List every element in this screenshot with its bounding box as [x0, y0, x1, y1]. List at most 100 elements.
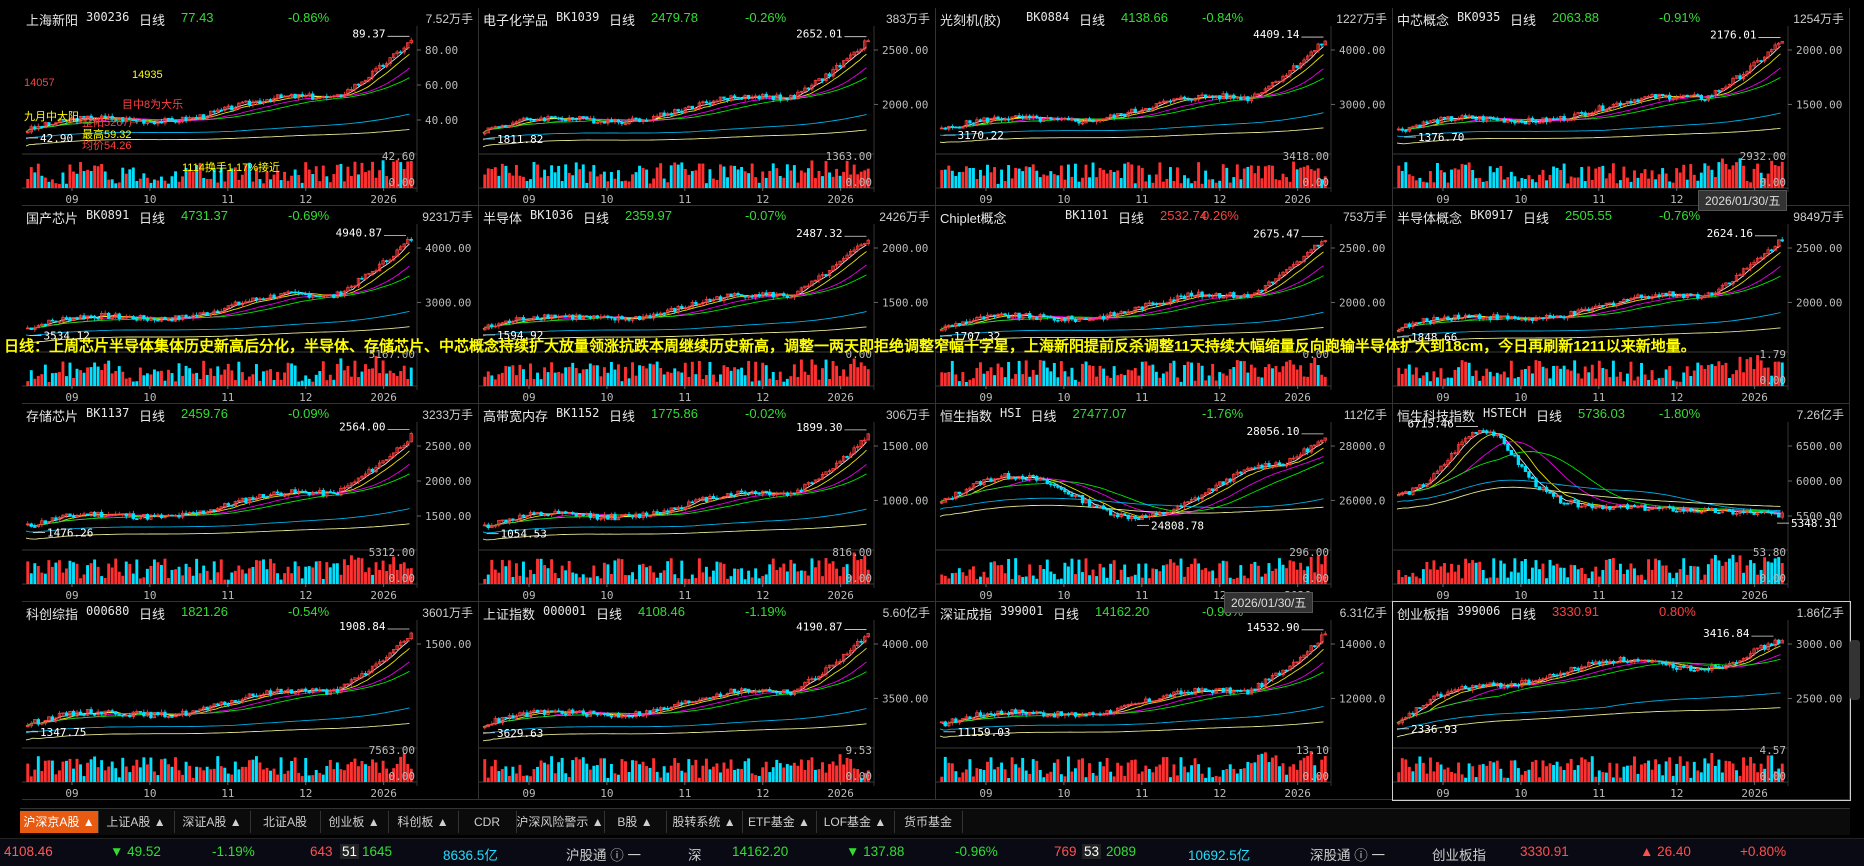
- volume-bar: [1675, 381, 1678, 386]
- volume-bar: [1584, 181, 1587, 188]
- security-name[interactable]: 国产芯片: [26, 208, 78, 227]
- volume-bar: [1626, 766, 1629, 782]
- volume-bar: [1496, 761, 1499, 782]
- market-tab[interactable]: B股 ▲: [604, 811, 667, 833]
- market-tab[interactable]: CDR: [458, 811, 517, 833]
- security-name[interactable]: 恒生科技指数: [1397, 406, 1475, 425]
- volume-bar: [178, 363, 181, 386]
- volume-bar: [248, 377, 251, 386]
- volume-bar: [1689, 164, 1692, 188]
- security-name[interactable]: 存储芯片: [26, 406, 78, 425]
- candlestick: [716, 296, 719, 301]
- market-tab[interactable]: LOF基金 ▲: [816, 811, 895, 833]
- security-name[interactable]: 恒生指数: [940, 406, 992, 425]
- security-name[interactable]: 半导体: [483, 208, 522, 227]
- volume-bar: [807, 375, 810, 386]
- volume-bar: [979, 170, 982, 188]
- scrollbar[interactable]: [1850, 640, 1860, 700]
- security-name[interactable]: 科创综指: [26, 604, 78, 623]
- candlestick: [955, 492, 958, 501]
- x-tick-label: 09: [65, 193, 78, 206]
- panel-header: 上海新阳 300236 日线 77.43 -0.86% 7.52万手: [26, 10, 475, 28]
- market-tab[interactable]: 科创板 ▲: [388, 811, 459, 833]
- volume-bar: [1753, 563, 1756, 584]
- volume-bar: [652, 178, 655, 188]
- market-tab[interactable]: 沪深风险警示 ▲: [516, 811, 605, 833]
- volume-bar: [1127, 162, 1130, 188]
- volume-bar: [83, 574, 86, 584]
- market-tab[interactable]: 创业板 ▲: [320, 811, 389, 833]
- volume-bar: [747, 758, 750, 782]
- security-name[interactable]: 中芯概念: [1397, 10, 1449, 29]
- candlestick: [231, 505, 234, 506]
- volume-bar: [1735, 162, 1738, 188]
- security-name[interactable]: 深证成指: [940, 604, 992, 623]
- volume-bar: [139, 179, 142, 188]
- market-tab[interactable]: 北证A股: [250, 811, 321, 833]
- volume-bar: [1046, 774, 1049, 782]
- security-name[interactable]: 半导体概念: [1397, 208, 1462, 227]
- volume-bar: [708, 769, 711, 782]
- volume-bar: [564, 164, 567, 188]
- volume-bar: [526, 379, 529, 386]
- market-tab[interactable]: 沪深京A股 ▲: [20, 811, 99, 833]
- volume-bar: [1236, 164, 1239, 188]
- market-tab[interactable]: 上证A股 ▲: [98, 811, 175, 833]
- market-tab[interactable]: 货币基金: [894, 811, 963, 833]
- volume-bar: [1584, 574, 1587, 584]
- volume-bar: [209, 580, 212, 584]
- sgt-link[interactable]: 深股通 ⓘ 一: [1310, 844, 1385, 864]
- security-name[interactable]: 高带宽内存: [483, 406, 548, 425]
- candlestick: [329, 294, 332, 295]
- volume-bar: [142, 757, 145, 782]
- volume-bar: [1127, 577, 1130, 584]
- security-name[interactable]: 上海新阳: [26, 10, 78, 29]
- panel-header: 半导体 BK1036 日线 2359.97 -0.07% 2426万手: [483, 208, 932, 226]
- volume-bar: [160, 177, 163, 188]
- volume-bar: [603, 367, 606, 386]
- volume-bar: [832, 561, 835, 584]
- market-tab[interactable]: 股转系统 ▲: [666, 811, 743, 833]
- volume-bar: [1605, 178, 1608, 188]
- volume-bar: [1746, 766, 1749, 782]
- market-tab[interactable]: ETF基金 ▲: [742, 811, 817, 833]
- volume-bar: [487, 575, 490, 584]
- x-tick-label: 11: [678, 589, 691, 602]
- volume-bar: [557, 578, 560, 584]
- volume-bar: [361, 558, 364, 584]
- volume-bar: [635, 761, 638, 782]
- volume-bar: [1668, 573, 1671, 584]
- security-name[interactable]: 电子化学品: [483, 10, 548, 29]
- volume-bar: [1418, 756, 1421, 782]
- candlestick: [800, 686, 803, 690]
- volume-tick-label: 0.00: [846, 770, 873, 783]
- security-name[interactable]: 光刻机(胶): [940, 10, 1001, 29]
- security-name[interactable]: 创业板指: [1397, 604, 1449, 623]
- volume-bar: [227, 580, 230, 584]
- security-name[interactable]: Chiplet概念: [940, 208, 1006, 227]
- volume-bar: [1106, 758, 1109, 782]
- volume-bar: [1542, 170, 1545, 188]
- market-tab[interactable]: 深证A股 ▲: [174, 811, 251, 833]
- volume-bar: [599, 578, 602, 584]
- hgt-link[interactable]: 沪股通 ⓘ 一: [566, 844, 641, 864]
- security-name[interactable]: 上证指数: [483, 604, 535, 623]
- volume-bar: [368, 766, 371, 782]
- volume-bar: [1078, 382, 1081, 386]
